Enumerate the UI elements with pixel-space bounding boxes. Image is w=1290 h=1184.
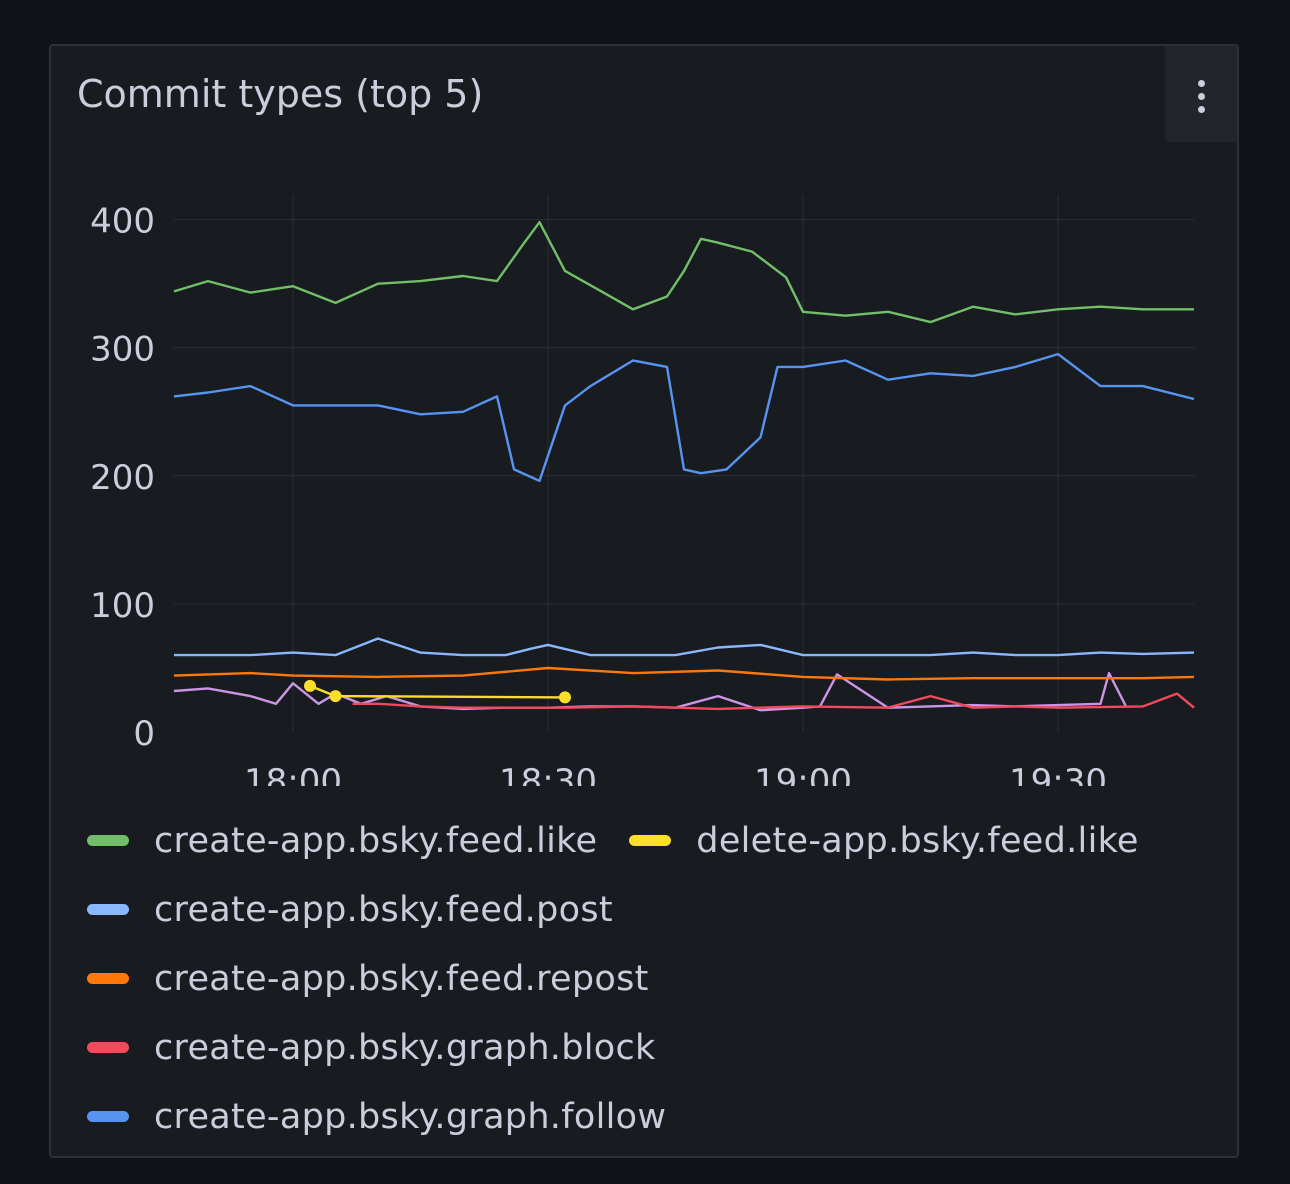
legend-row: create-app.bsky.feed.like delete-app.bsky…: [87, 806, 1207, 875]
legend-swatch: [629, 835, 672, 846]
legend-item[interactable]: create-app.bsky.feed.repost: [87, 959, 649, 999]
legend-label: create-app.bsky.graph.block: [154, 1027, 656, 1068]
legend-label: create-app.bsky.feed.post: [154, 889, 613, 930]
chart-panel: Commit types (top 5) 0 100 200 300 400 18:00 1…: [49, 44, 1239, 1158]
legend-row: create-app.bsky.feed.repost: [87, 944, 1207, 1013]
legend-item[interactable]: create-app.bsky.feed.like: [87, 821, 597, 861]
series-line-create-app-bsky-graph-block: [352, 692, 1195, 711]
x-tick-label: 19:30: [1009, 762, 1107, 786]
series-line-create-app-bsky-graph-follow: [173, 352, 1195, 483]
legend-label: create-app.bsky.feed.repost: [154, 958, 649, 999]
y-tick-label: 100: [90, 586, 155, 626]
series-line-create-app-bsky-feed-post: [174, 637, 1195, 657]
line-chart[interactable]: 0 100 200 300 400 18:00 18:30 19:00 19:30: [51, 46, 1237, 786]
data-point-delete-app-bsky-feed-like: [304, 679, 316, 692]
legend-row: create-app.bsky.graph.follow: [87, 1082, 1207, 1151]
y-tick-label: 200: [90, 458, 155, 498]
legend-swatch: [87, 1042, 129, 1053]
series-line-delete-app-bsky-feed-like: [309, 684, 566, 699]
legend-row: create-app.bsky.graph.block: [87, 1013, 1207, 1082]
legend-swatch: [87, 835, 129, 846]
legend-item[interactable]: create-app.bsky.graph.block: [87, 1028, 656, 1068]
y-tick-label: 400: [90, 202, 155, 242]
panel-title: Commit types (top 5): [77, 72, 484, 116]
legend-label: create-app.bsky.graph.follow: [154, 1096, 667, 1137]
x-tick-label: 19:00: [754, 762, 852, 786]
y-tick-label: 0: [133, 714, 155, 754]
legend-swatch: [87, 904, 129, 915]
menu-dot: [1198, 93, 1205, 100]
legend-item[interactable]: create-app.bsky.graph.follow: [87, 1097, 666, 1137]
legend-row: create-app.bsky.feed.post: [87, 875, 1207, 944]
menu-dot: [1198, 106, 1205, 113]
legend-swatch: [87, 973, 129, 984]
legend-label: delete-app.bsky.feed.like: [696, 820, 1139, 861]
y-tick-label: 300: [90, 330, 155, 370]
data-point-delete-app-bsky-feed-like: [559, 691, 571, 704]
chart-legend: create-app.bsky.feed.like delete-app.bsky…: [87, 806, 1207, 1151]
data-point-delete-app-bsky-feed-like: [329, 690, 342, 703]
x-tick-label: 18:00: [244, 762, 342, 786]
legend-label: create-app.bsky.feed.like: [154, 820, 598, 861]
legend-swatch: [87, 1111, 129, 1122]
series-line-create-app-bsky-feed-repost: [173, 666, 1195, 681]
legend-item[interactable]: delete-app.bsky.feed.like: [629, 821, 1138, 861]
series-line-create-app-bsky-feed-like: [173, 221, 1194, 324]
menu-dot: [1198, 80, 1205, 87]
kebab-menu-icon[interactable]: [1165, 46, 1237, 142]
legend-item[interactable]: create-app.bsky.feed.post: [87, 890, 613, 930]
x-tick-label: 18:30: [499, 762, 597, 786]
